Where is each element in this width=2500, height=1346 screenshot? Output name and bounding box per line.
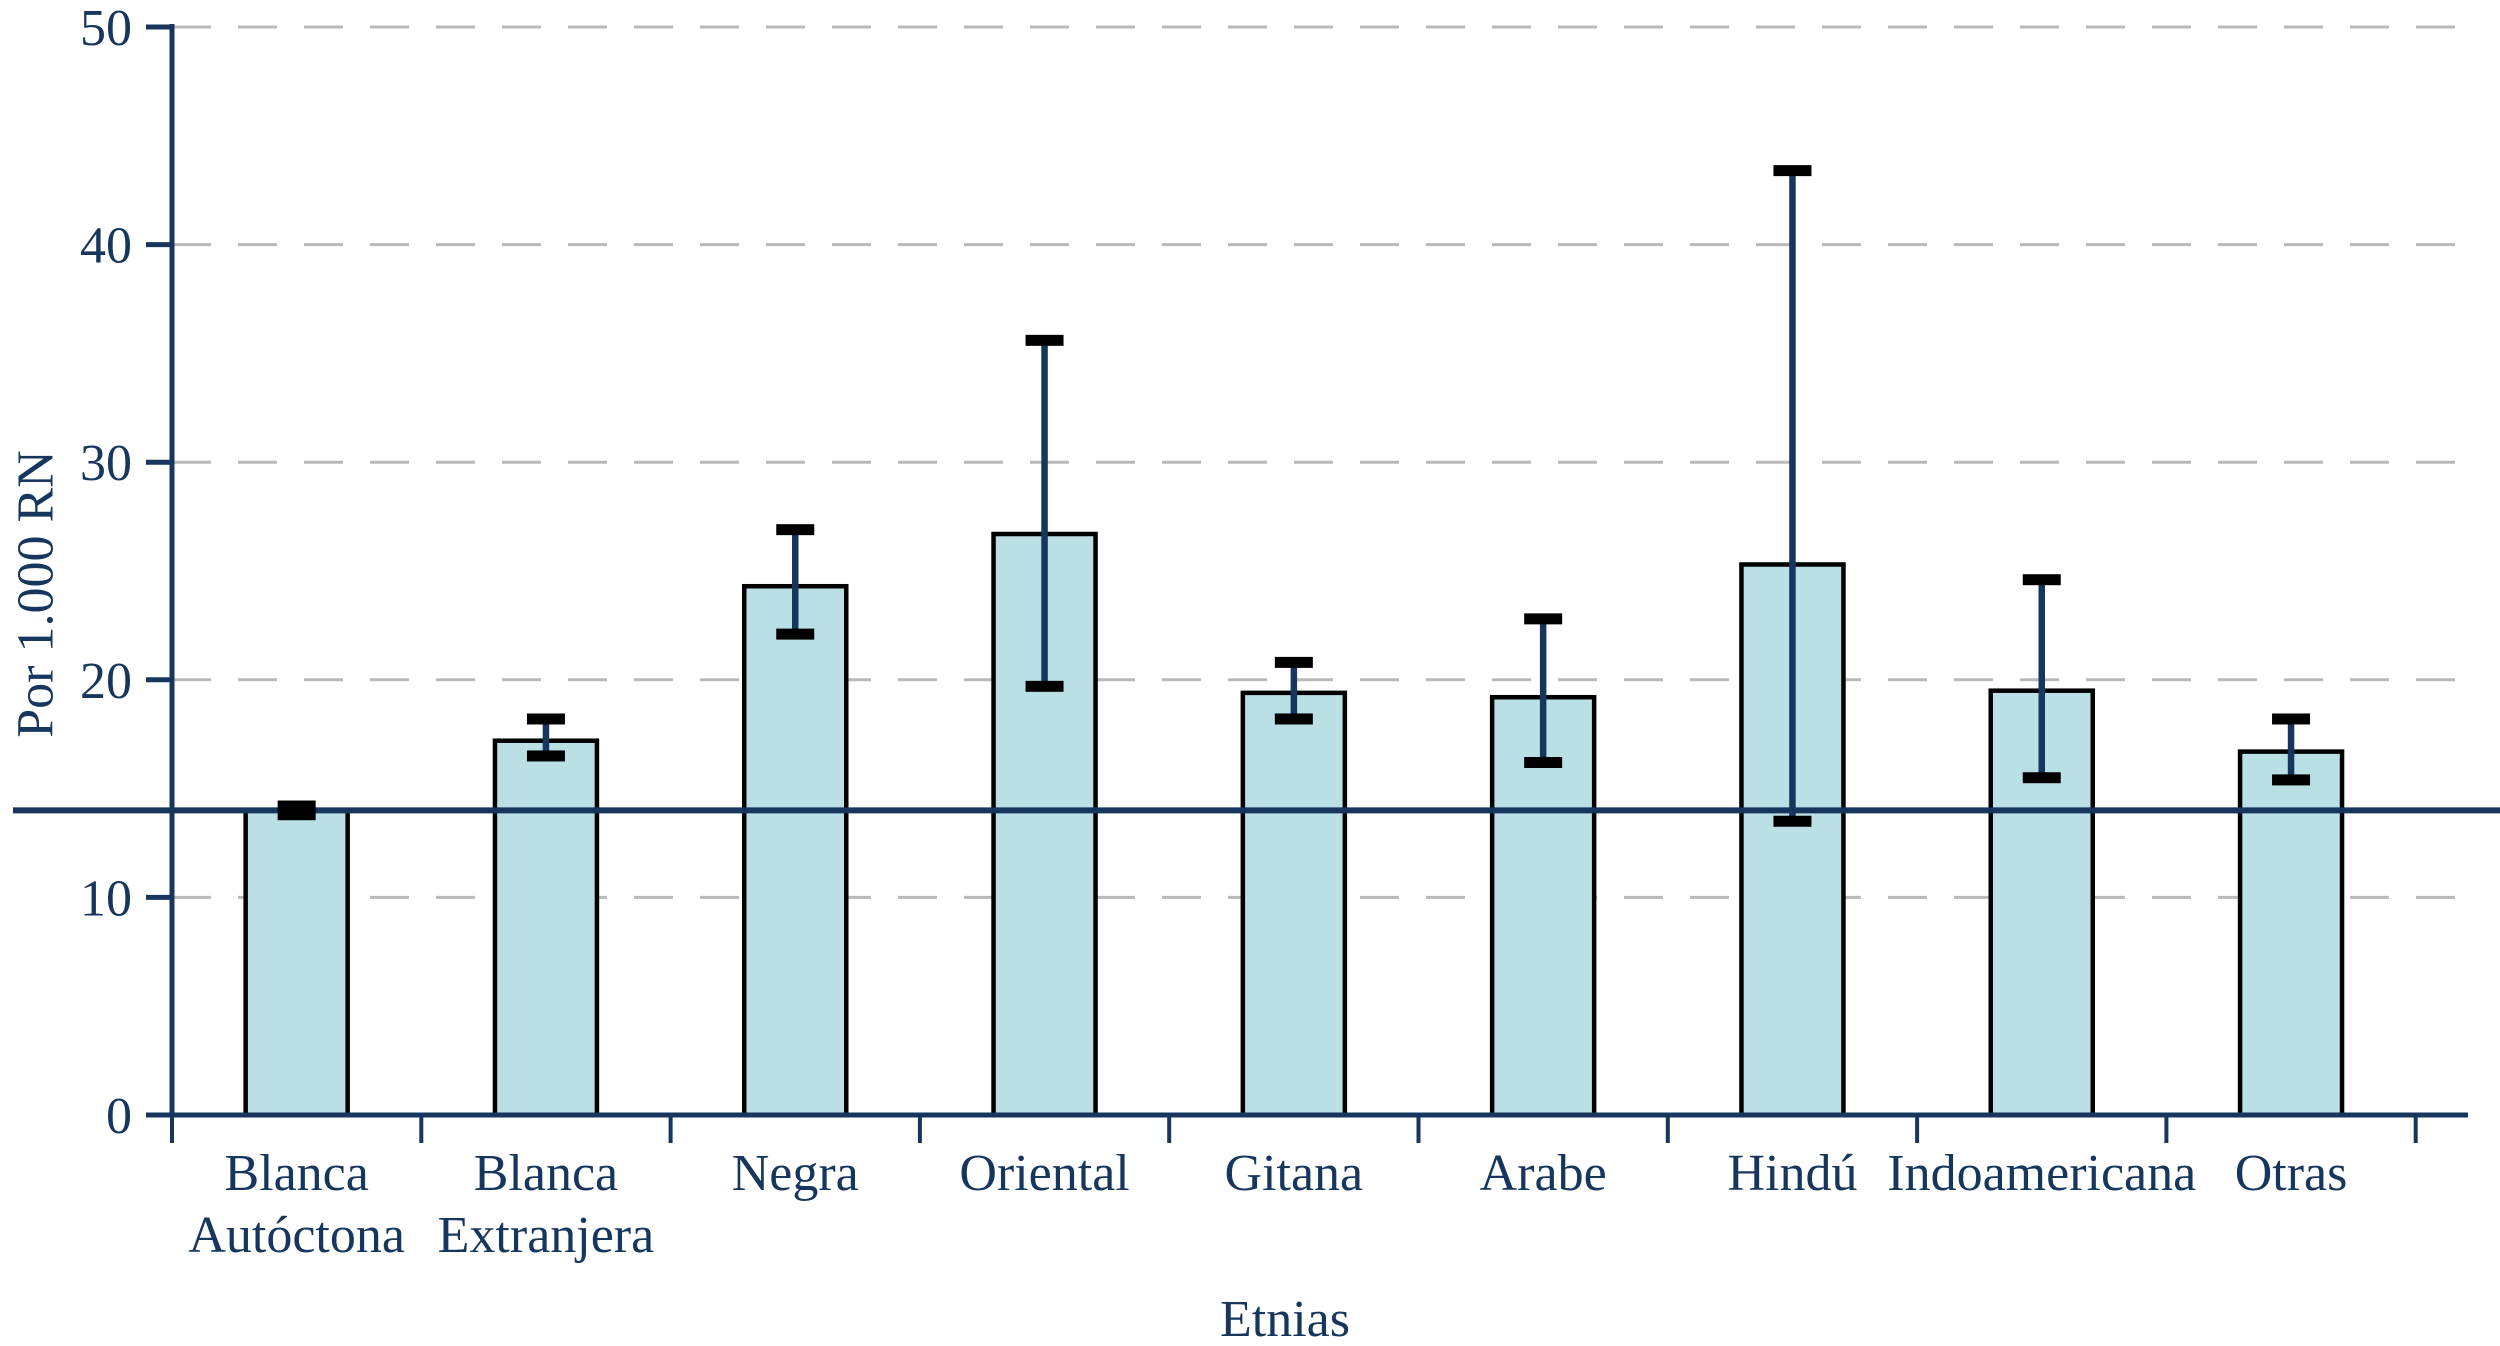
y-tick-label-20: 20 — [80, 653, 132, 710]
error-cap-low-arabe — [1524, 756, 1563, 768]
y-tick-label-40: 40 — [80, 218, 132, 275]
category-label-otras: Otras — [2235, 1145, 2348, 1202]
category-label-gitana: Gitana — [1225, 1145, 1364, 1202]
error-cap-high-hindu — [1773, 165, 1812, 177]
bar-otras — [2237, 749, 2345, 1118]
category-label-negra: Negra — [732, 1145, 859, 1202]
bar-blanca-extranjera — [492, 738, 600, 1118]
error-cap-high-arabe — [1524, 613, 1563, 625]
y-tick-label-0: 0 — [106, 1088, 132, 1145]
error-cap-low-otras — [2272, 774, 2311, 786]
error-cap-low-indoamericana — [2022, 772, 2061, 784]
error-cap-high-blanca-extranjera — [526, 713, 565, 725]
bar-gitana — [1240, 690, 1348, 1118]
error-cap-high-oriental — [1025, 334, 1064, 346]
category-label-indoamericana: Indoamericana — [1887, 1145, 2196, 1202]
error-cap-high-negra — [776, 524, 815, 536]
error-cap-low-oriental — [1025, 680, 1064, 692]
y-tick-label-30: 30 — [80, 435, 132, 492]
category-label-oriental: Oriental — [959, 1145, 1129, 1202]
error-cap-high-otras — [2272, 713, 2311, 725]
category-label-blanca-extranjera-line1: Blanca — [474, 1145, 618, 1202]
bar-negra — [742, 583, 849, 1118]
category-label-hindu: Hindú — [1727, 1145, 1857, 1202]
category-label-blanca-autoctona-line2: Autóctona — [188, 1207, 405, 1264]
error-cap-high-gitana — [1274, 656, 1313, 668]
error-cap-low-negra — [776, 628, 815, 640]
error-cap-high-indoamericana — [2022, 574, 2061, 586]
y-tick-label-50: 50 — [80, 0, 132, 57]
error-cap-low-blanca-autoctona — [277, 809, 316, 821]
error-cap-low-gitana — [1274, 713, 1313, 725]
category-label-blanca-extranjera-line2: Extranjera — [438, 1207, 655, 1264]
y-tick-label-10: 10 — [80, 870, 132, 927]
category-label-arabe: Arabe — [1480, 1145, 1607, 1202]
x-axis-title: Etnias — [1220, 1291, 1350, 1346]
error-cap-high-blanca-autoctona — [277, 800, 316, 812]
y-axis-title: Por 1.000 RN — [7, 450, 65, 738]
category-label-blanca-autoctona-line1: Blanca — [224, 1145, 368, 1202]
bar-blanca-autoctona — [243, 808, 350, 1118]
error-cap-low-hindu — [1773, 815, 1812, 827]
error-cap-low-blanca-extranjera — [526, 750, 565, 762]
